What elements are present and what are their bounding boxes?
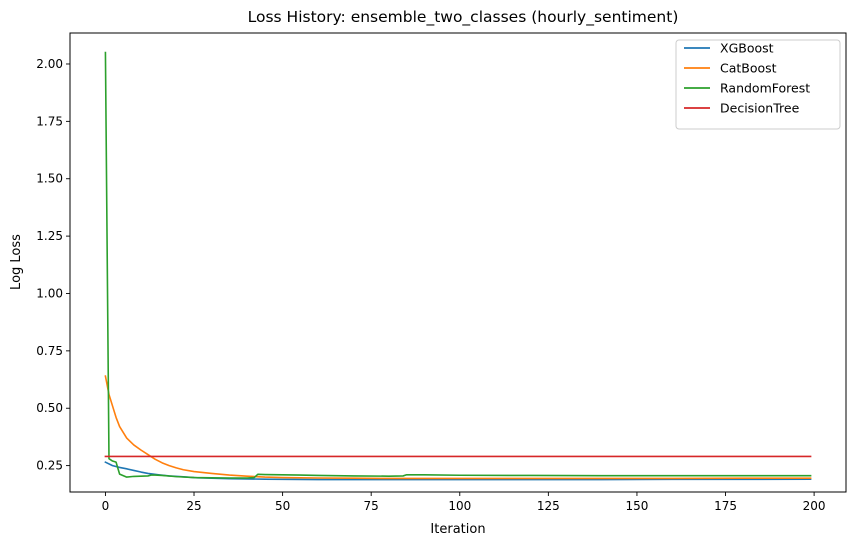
legend-label-catboost: CatBoost [720,61,777,76]
series-layer [104,51,812,481]
x-tick-label: 175 [714,499,737,513]
legend-box [675,39,841,130]
y-tick-label: 1.75 [36,114,63,128]
x-tick-label: 125 [537,499,560,513]
legend-label-randomforest: RandomForest [720,81,810,96]
x-tick-label: 100 [448,499,471,513]
x-tick-label: 25 [186,499,201,513]
legend-label-xgboost: XGBoost [720,41,774,56]
series-line-xgboost [104,461,812,481]
x-tick-label: 200 [803,499,826,513]
x-axis-ticks: 0 25 50 75 100 125 150 175 200 [102,492,826,513]
x-tick-label: 150 [625,499,648,513]
y-tick-label: 1.50 [36,172,63,186]
legend-items: XGBoost CatBoost RandomForest DecisionTree [684,41,810,116]
x-tick-label: 50 [275,499,290,513]
legend-label-decisiontree: DecisionTree [720,101,800,116]
y-tick-label: 1.25 [36,229,63,243]
y-tick-label: 2.00 [36,57,63,71]
x-axis-label: Iteration [430,522,485,537]
y-tick-label: 1.00 [36,286,63,300]
y-tick-label: 0.75 [36,344,63,358]
y-axis-ticks: 0.25 0.50 0.75 1.00 1.25 1.50 1.75 2.00 [36,57,70,473]
y-tick-label: 0.25 [36,459,63,473]
series-line-randomforest [104,51,812,479]
legend: XGBoost CatBoost RandomForest DecisionTree [675,39,841,130]
y-axis-label: Log Loss [9,234,24,290]
x-tick-label: 75 [364,499,379,513]
chart-title: Loss History: ensemble_two_classes (hour… [248,8,679,27]
series-line-catboost [104,375,812,480]
x-tick-label: 0 [102,499,110,513]
y-tick-label: 0.50 [36,401,63,415]
